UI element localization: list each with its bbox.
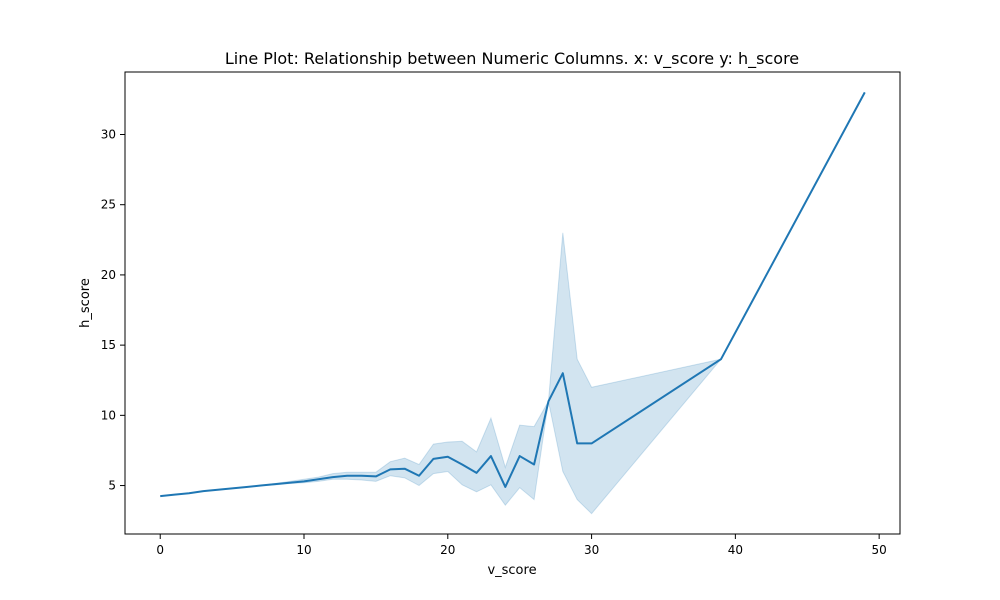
x-tick-label: 10 bbox=[296, 543, 311, 557]
x-axis-label: v_score bbox=[487, 563, 536, 578]
x-axis-ticks: 0 10 20 30 40 50 bbox=[156, 534, 887, 557]
y-axis-label: h_score bbox=[78, 278, 93, 328]
y-axis-ticks: 5 10 15 20 25 30 bbox=[101, 127, 125, 493]
y-tick-label: 5 bbox=[108, 479, 116, 493]
x-tick-label: 20 bbox=[440, 543, 455, 557]
x-tick-label: 50 bbox=[872, 543, 887, 557]
y-tick-label: 20 bbox=[101, 268, 116, 282]
y-tick-label: 10 bbox=[101, 408, 116, 422]
x-tick-label: 0 bbox=[156, 543, 164, 557]
x-tick-label: 40 bbox=[728, 543, 743, 557]
y-tick-label: 25 bbox=[101, 198, 116, 212]
x-tick-label: 30 bbox=[584, 543, 599, 557]
series-line bbox=[160, 91, 866, 498]
plot-frame bbox=[124, 71, 901, 535]
y-tick-label: 30 bbox=[101, 127, 116, 141]
y-tick-label: 15 bbox=[101, 338, 116, 352]
chart-title: Line Plot: Relationship between Numeric … bbox=[225, 49, 799, 69]
line-layer bbox=[160, 91, 866, 498]
confidence-band-layer bbox=[160, 92, 866, 515]
confidence-band bbox=[160, 92, 866, 515]
